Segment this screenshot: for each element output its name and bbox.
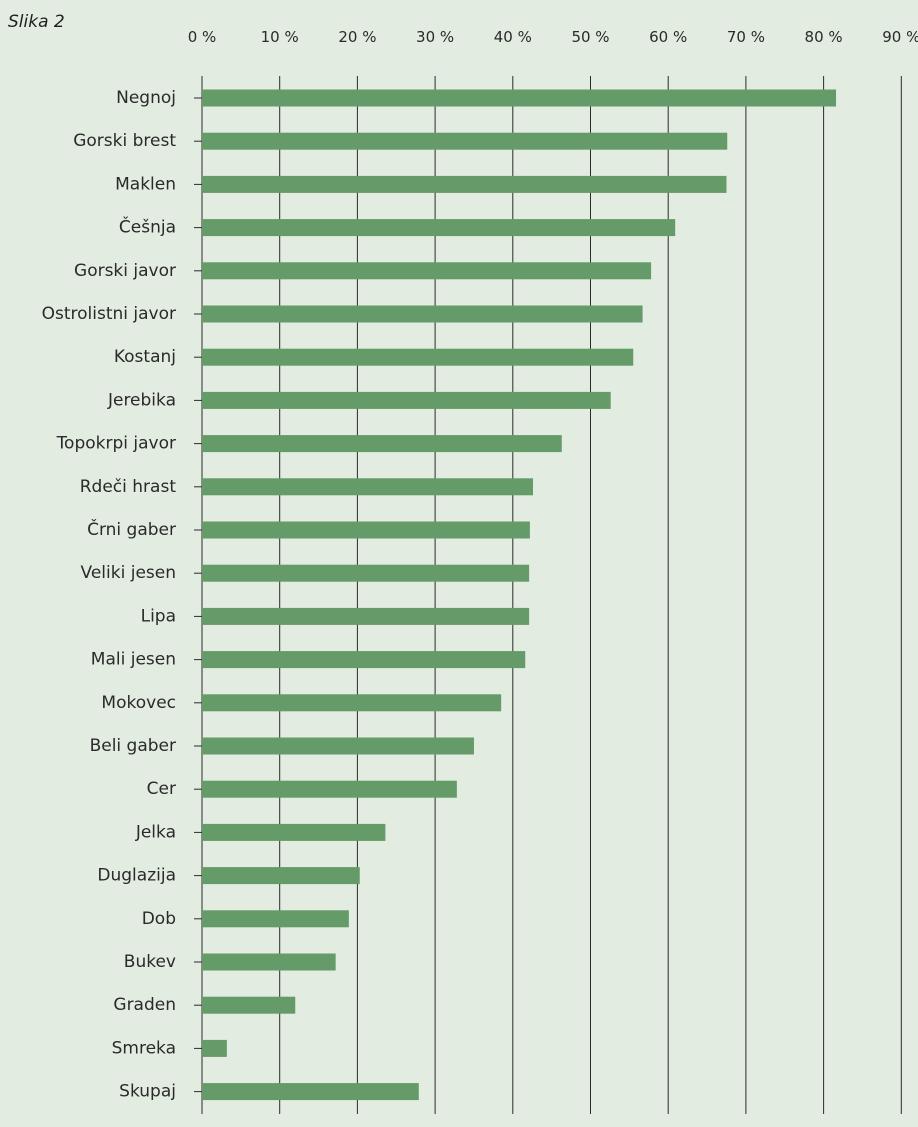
bar bbox=[202, 435, 562, 453]
category-labels: Negnoj Gorski brest Maklen Češnja Gorski jav… bbox=[42, 88, 202, 1102]
category-label: Gorski javor bbox=[74, 261, 176, 281]
category-label: Veliki jesen bbox=[81, 563, 176, 583]
category-label: Topokrpi javor bbox=[56, 434, 176, 454]
bar bbox=[202, 867, 360, 885]
bar bbox=[202, 564, 530, 582]
bar bbox=[202, 262, 652, 280]
category-label: Bukev bbox=[124, 952, 176, 972]
figure-label: Slika 2 bbox=[8, 12, 65, 32]
bar bbox=[202, 219, 676, 237]
category-label: Maklen bbox=[115, 174, 176, 194]
category-label: Dob bbox=[142, 909, 176, 929]
bar bbox=[202, 175, 727, 193]
bar bbox=[202, 607, 530, 625]
category-label: Črni gaber bbox=[87, 518, 176, 540]
x-tick-label: 20 % bbox=[338, 28, 376, 46]
category-label: Češnja bbox=[119, 216, 176, 238]
bar bbox=[202, 391, 611, 409]
category-label: Graden bbox=[113, 995, 176, 1015]
bar bbox=[202, 89, 837, 107]
category-label: Jelka bbox=[135, 822, 176, 842]
category-label: Skupaj bbox=[119, 1082, 176, 1102]
x-tick-label: 50 % bbox=[571, 28, 609, 46]
category-label: Rdeči hrast bbox=[80, 477, 177, 497]
grid-lines bbox=[201, 76, 902, 1114]
bar bbox=[202, 478, 534, 496]
x-tick-label: 0 % bbox=[188, 28, 217, 46]
category-label: Lipa bbox=[141, 606, 176, 626]
bar bbox=[202, 1039, 227, 1057]
bar bbox=[202, 737, 474, 755]
bar bbox=[202, 651, 526, 669]
x-axis-tick-labels: 0 % 10 % 20 % 30 % 40 % 50 % 60 % 70 % 80 % 90 % bbox=[188, 28, 918, 46]
category-label: Cer bbox=[147, 779, 176, 799]
x-tick-label: 80 % bbox=[805, 28, 843, 46]
x-tick-label: 10 % bbox=[261, 28, 299, 46]
bar bbox=[202, 132, 728, 150]
bar bbox=[202, 305, 643, 323]
category-label: Smreka bbox=[112, 1038, 176, 1058]
bars bbox=[202, 89, 837, 1101]
category-label: Duglazija bbox=[97, 866, 176, 886]
bar bbox=[202, 348, 634, 366]
bar bbox=[202, 953, 336, 971]
bar bbox=[202, 1083, 419, 1101]
bar bbox=[202, 823, 386, 841]
bar bbox=[202, 910, 349, 928]
x-tick-label: 30 % bbox=[416, 28, 454, 46]
category-label: Negnoj bbox=[116, 88, 176, 108]
bar bbox=[202, 780, 457, 798]
category-label: Beli gaber bbox=[90, 736, 176, 756]
bar bbox=[202, 996, 296, 1014]
category-label: Mokovec bbox=[101, 693, 176, 713]
x-tick-label: 70 % bbox=[727, 28, 765, 46]
category-label: Gorski brest bbox=[73, 131, 176, 151]
category-label: Ostrolistni javor bbox=[42, 304, 176, 324]
x-tick-label: 60 % bbox=[649, 28, 687, 46]
bar bbox=[202, 694, 502, 712]
x-tick-label: 40 % bbox=[494, 28, 532, 46]
bar bbox=[202, 521, 530, 539]
category-label: Mali jesen bbox=[91, 650, 176, 670]
category-label: Jerebika bbox=[107, 390, 176, 410]
category-label: Kostanj bbox=[114, 347, 176, 367]
x-tick-label: 90 % bbox=[882, 28, 918, 46]
